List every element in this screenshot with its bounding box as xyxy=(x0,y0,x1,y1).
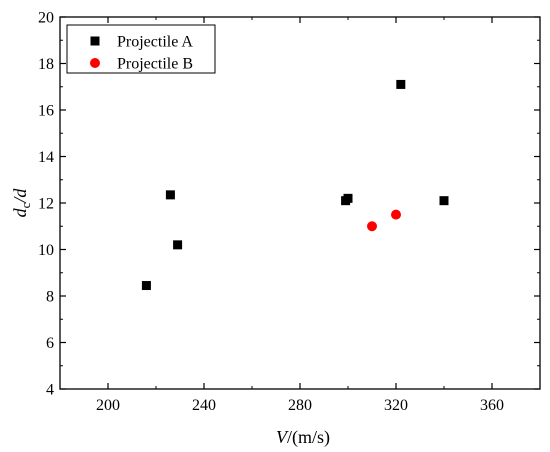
legend-marker-series-2 xyxy=(90,58,100,68)
x-tick-label: 320 xyxy=(384,397,408,414)
y-tick-label: 14 xyxy=(38,149,54,166)
data-point-series-1 xyxy=(173,240,183,250)
x-axis-label-variable: V xyxy=(276,427,289,447)
y-tick-label: 18 xyxy=(38,56,54,73)
x-axis-label: V/(m/s) xyxy=(276,427,330,448)
data-point-series-1 xyxy=(439,196,449,206)
x-tick-label: 200 xyxy=(96,397,120,414)
legend-label-series-2: Projectile B xyxy=(117,56,193,73)
x-tick-label: 280 xyxy=(288,397,312,414)
data-point-series-1 xyxy=(165,190,175,200)
data-points xyxy=(141,79,449,291)
y-axis-label-d: d xyxy=(10,207,30,217)
data-point-series-1 xyxy=(343,193,353,203)
data-point-series-1 xyxy=(141,281,151,291)
y-tick-label: 4 xyxy=(46,382,54,399)
y-tick-label: 20 xyxy=(38,10,54,27)
data-point-series-1 xyxy=(396,79,406,89)
data-point-series-2 xyxy=(391,209,401,220)
y-axis-label-denominator: /d xyxy=(10,188,30,204)
x-tick-label: 240 xyxy=(192,397,216,414)
y-tick-label: 10 xyxy=(38,242,54,259)
y-tick-label: 16 xyxy=(38,103,54,120)
y-tick-label: 6 xyxy=(46,335,54,352)
legend-marker-series-1 xyxy=(90,36,100,46)
y-tick-label: 12 xyxy=(38,196,54,213)
legend-label-series-1: Projectile A xyxy=(117,34,193,51)
x-tick-label: 360 xyxy=(480,397,504,414)
y-axis-label-subscript: c xyxy=(18,202,33,208)
data-point-series-2 xyxy=(367,221,377,232)
x-axis-label-unit: /(m/s) xyxy=(287,427,330,448)
y-tick-label: 8 xyxy=(46,289,54,306)
x-axis-ticks: 200 240 280 320 360 xyxy=(59,17,541,414)
y-axis-label: dc/d xyxy=(10,188,33,218)
y-axis-ticks: 4 6 8 10 12 14 16 18 20 xyxy=(38,10,540,399)
legend: Projectile A Projectile B xyxy=(66,24,216,74)
